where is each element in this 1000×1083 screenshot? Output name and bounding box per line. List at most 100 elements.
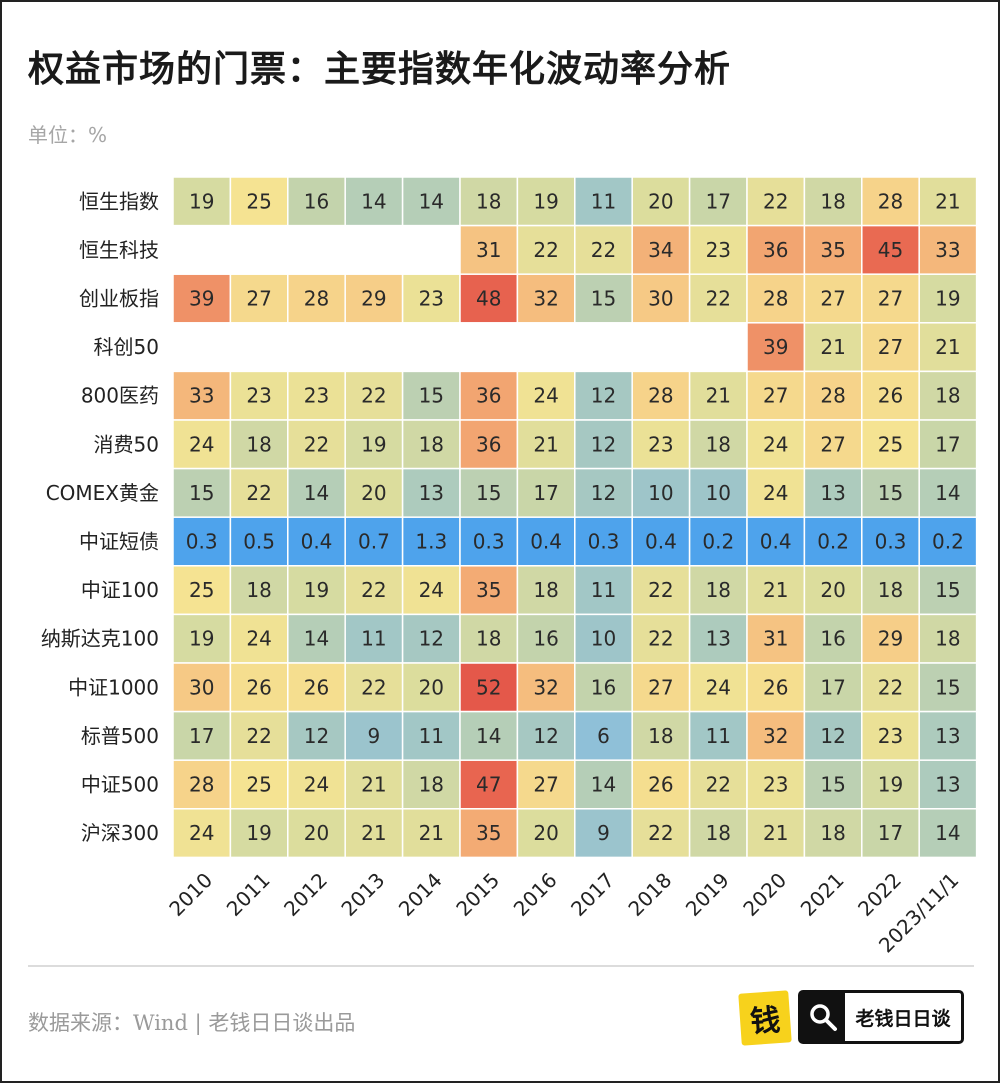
heatmap-cell [574, 273, 633, 324]
heatmap-cell [861, 370, 920, 421]
heatmap-cell [918, 808, 978, 859]
cell-value-label: 18 [706, 432, 731, 456]
heatmap-cell [172, 516, 232, 567]
cell-value-label: 21 [763, 821, 788, 845]
cell-value-label: 22 [246, 481, 271, 505]
cell-value-label: 24 [246, 627, 271, 651]
cell-value-label: 14 [476, 724, 501, 748]
cell-value-label: 24 [533, 384, 558, 408]
cell-value-label: 39 [189, 287, 214, 311]
heatmap-cell [516, 613, 576, 664]
row-label: 800医药 [81, 384, 159, 408]
row-label: 科创50 [94, 335, 159, 359]
heatmap-cell [344, 808, 404, 859]
cell-value-label: 20 [361, 481, 386, 505]
heatmap-cell [918, 516, 978, 567]
heatmap-cell [459, 273, 519, 324]
cell-value-label: 0.2 [702, 530, 734, 554]
cell-value-label: 21 [706, 384, 731, 408]
heatmap-cell [861, 322, 920, 373]
cell-value-label: 22 [361, 384, 386, 408]
cell-value-label: 9 [368, 724, 381, 748]
cell-value-label: 23 [246, 384, 271, 408]
cell-value-label: 17 [878, 821, 903, 845]
cell-value-label: 0.4 [301, 530, 333, 554]
heatmap-cell [172, 370, 232, 421]
cell-value-label: 0.7 [358, 530, 390, 554]
heatmap-cell [344, 370, 404, 421]
heatmap-cell [861, 759, 920, 810]
cell-value-label: 11 [419, 724, 444, 748]
cell-value-label: 36 [763, 238, 788, 262]
cell-value-label: 15 [189, 481, 214, 505]
row-label: 中证1000 [68, 675, 159, 699]
row-label: 沪深300 [81, 821, 159, 845]
cell-value-label: 10 [706, 481, 731, 505]
heatmap-cell [688, 565, 748, 616]
cell-value-label: 23 [878, 724, 903, 748]
cell-value-label: 25 [878, 432, 903, 456]
cell-value-label: 14 [935, 481, 960, 505]
heatmap-cell [688, 176, 748, 227]
cell-value-label: 14 [361, 189, 386, 213]
heatmap-cell [803, 370, 863, 421]
heatmap-cell [401, 176, 461, 227]
heatmap-cell [746, 808, 806, 859]
cell-value-label: 14 [304, 627, 329, 651]
heatmap-cell [344, 176, 404, 227]
heatmap-cell [516, 467, 576, 518]
heatmap-cell [401, 662, 461, 713]
cell-value-label: 22 [878, 675, 903, 699]
heatmap-cell [459, 419, 519, 470]
heatmap-cell [688, 808, 748, 859]
row-label: COMEX黄金 [46, 481, 159, 505]
cell-value-label: 0.4 [530, 530, 562, 554]
cell-value-label: 15 [820, 773, 845, 797]
cell-value-label: 0.2 [817, 530, 849, 554]
cell-value-label: 26 [648, 773, 673, 797]
column-label: 2010 [164, 868, 217, 921]
cell-value-label: 17 [189, 724, 214, 748]
cell-value-label: 23 [304, 384, 329, 408]
cell-value-label: 18 [820, 821, 845, 845]
row-label: 标普500 [81, 724, 159, 748]
heatmap-cell [803, 808, 863, 859]
heatmap-cell [574, 613, 633, 664]
heatmap-cell [516, 176, 576, 227]
cell-value-label: 26 [763, 675, 788, 699]
cell-value-label: 30 [648, 287, 673, 311]
heatmap-cell [516, 710, 576, 761]
heatmap-cell [861, 176, 920, 227]
column-label: 2022 [853, 868, 906, 921]
cell-value-label: 22 [706, 773, 731, 797]
brand-name: 老钱日日谈 [855, 1007, 951, 1030]
heatmap-cell [918, 224, 978, 275]
cell-value-label: 21 [763, 578, 788, 602]
cell-value-label: 18 [935, 384, 960, 408]
heatmap-cell [344, 613, 404, 664]
column-label: 2019 [681, 868, 734, 921]
heatmap-cell [172, 808, 232, 859]
cell-value-label: 26 [878, 384, 903, 408]
heatmap-cell [344, 710, 404, 761]
cell-value-label: 34 [648, 238, 673, 262]
heatmap-cell [688, 613, 748, 664]
cell-value-label: 33 [935, 238, 960, 262]
heatmap-cell [631, 370, 691, 421]
row-label: 中证100 [81, 578, 159, 602]
cell-value-label: 15 [935, 578, 960, 602]
heatmap-cell [172, 662, 232, 713]
heatmap-cell [516, 808, 576, 859]
cell-value-label: 18 [419, 773, 444, 797]
cell-value-label: 17 [706, 189, 731, 213]
cell-value-label: 29 [361, 287, 386, 311]
cell-value-label: 16 [304, 189, 329, 213]
cell-value-label: 1.3 [415, 530, 447, 554]
cell-value-label: 31 [763, 627, 788, 651]
heatmap-cell [631, 710, 691, 761]
column-label: 2020 [738, 868, 791, 921]
heatmap-cell [229, 613, 289, 664]
cell-value-label: 47 [476, 773, 501, 797]
